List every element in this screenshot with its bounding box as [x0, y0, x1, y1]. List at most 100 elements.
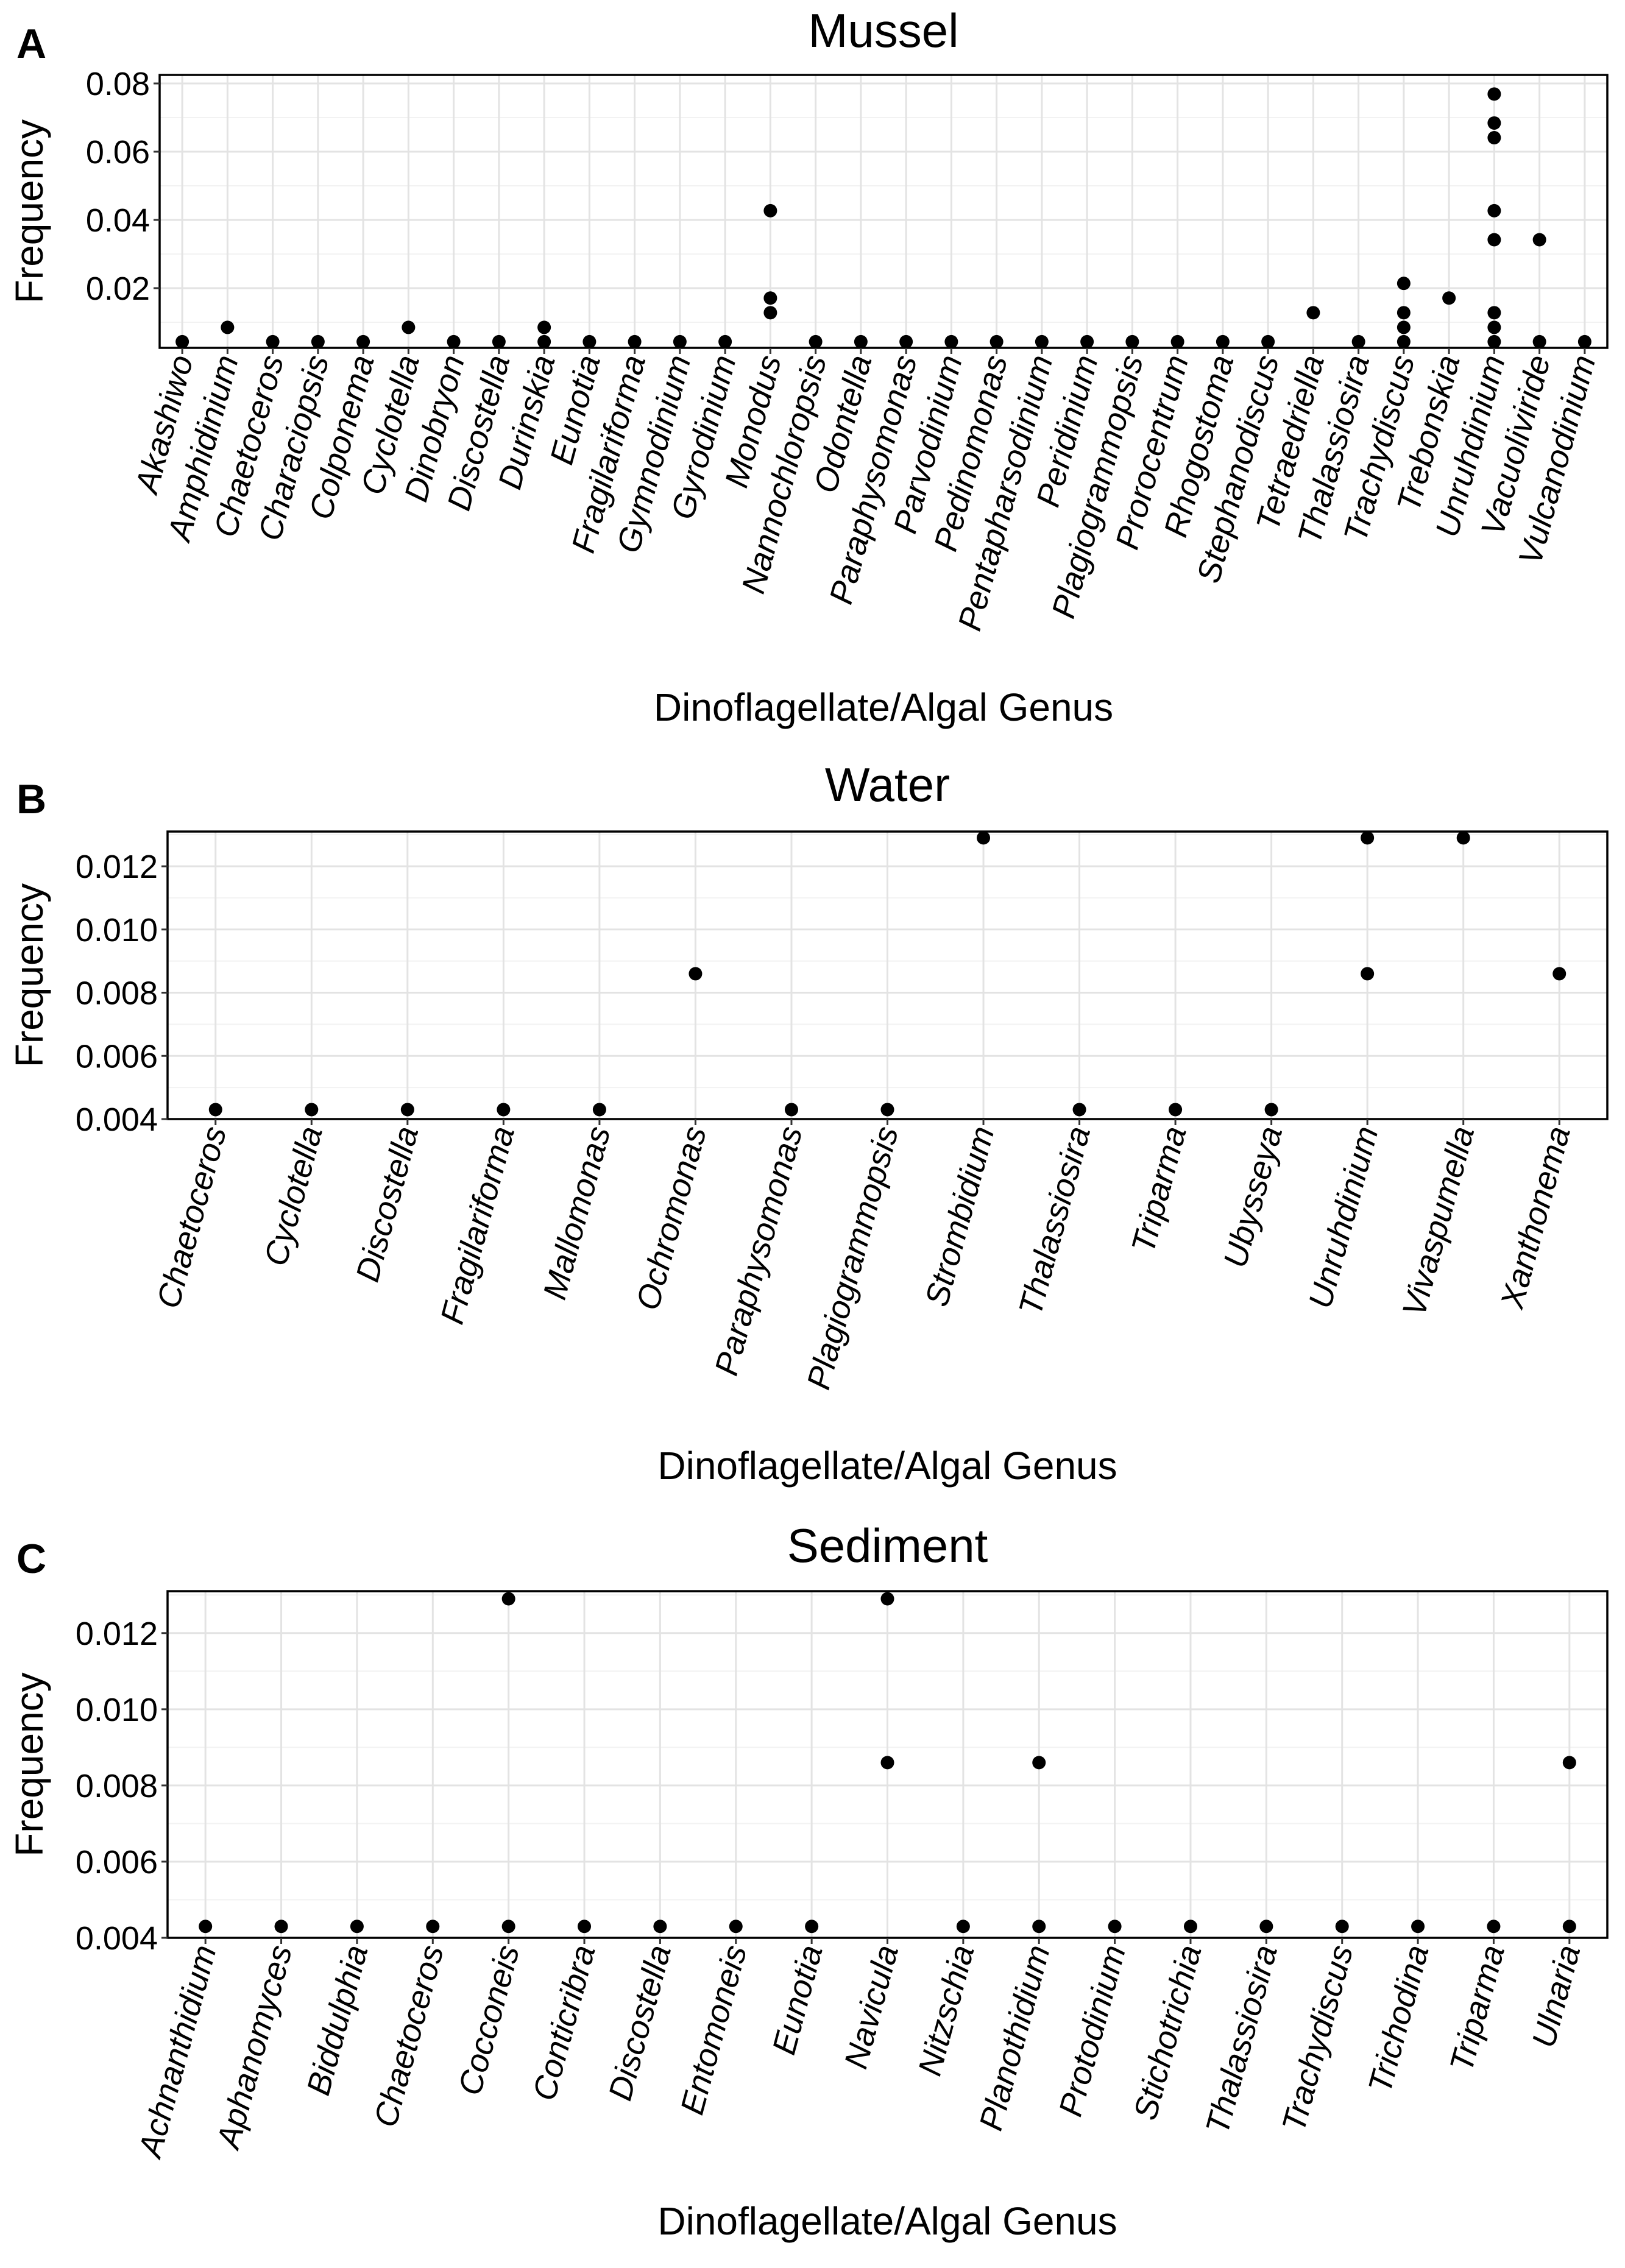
data-point — [1442, 291, 1456, 305]
y-tick-label: 0.012 — [76, 849, 158, 885]
data-point — [899, 334, 913, 348]
data-point — [805, 1920, 819, 1934]
data-point — [1487, 320, 1501, 334]
data-point — [492, 334, 506, 348]
y-axis-title: Frequency — [7, 883, 51, 1067]
data-point — [402, 320, 416, 334]
y-tick-label: 0.004 — [76, 1920, 158, 1957]
data-point — [763, 306, 777, 320]
data-point — [1361, 967, 1375, 981]
data-point — [763, 203, 777, 217]
panel-letter: A — [16, 21, 46, 67]
data-point — [1170, 334, 1184, 348]
data-point — [1351, 334, 1365, 348]
y-tick-label: 0.006 — [76, 1038, 158, 1075]
data-point — [582, 334, 597, 348]
y-tick-label: 0.008 — [76, 1768, 158, 1804]
plot-frame — [158, 74, 1609, 349]
panel-letter: B — [16, 776, 46, 822]
data-point — [447, 334, 461, 348]
data-point — [854, 334, 868, 348]
data-point — [356, 334, 370, 348]
y-tick-label: 0.06 — [86, 134, 150, 171]
data-point — [628, 334, 642, 348]
y-tick-label: 0.010 — [76, 1692, 158, 1728]
data-point — [266, 334, 280, 348]
data-point — [1532, 233, 1546, 247]
data-point — [1335, 1920, 1349, 1934]
data-point — [1487, 203, 1501, 217]
data-point — [944, 334, 958, 348]
data-point — [1562, 1920, 1576, 1934]
data-point — [990, 334, 1004, 348]
data-point — [1397, 306, 1411, 320]
data-point — [1487, 306, 1501, 320]
data-point — [1577, 334, 1591, 348]
panel-letter: C — [16, 1536, 46, 1582]
data-point — [208, 1103, 222, 1117]
data-point — [729, 1920, 743, 1934]
data-point — [1361, 831, 1375, 845]
data-point — [1487, 233, 1501, 247]
data-point — [977, 831, 991, 845]
x-axis-title: Dinoflagellate/Algal Genus — [657, 1444, 1117, 1488]
data-point — [501, 1920, 515, 1934]
y-tick-label: 0.08 — [86, 66, 150, 102]
data-point — [689, 967, 703, 981]
data-point — [880, 1592, 894, 1606]
data-point — [784, 1103, 798, 1117]
panel-title: Water — [825, 758, 950, 811]
data-point — [1261, 334, 1275, 348]
data-point — [880, 1103, 894, 1117]
data-point — [763, 291, 777, 305]
plot-background — [160, 75, 1607, 348]
data-point — [1552, 967, 1567, 981]
data-point — [1264, 1103, 1278, 1117]
data-point — [1306, 306, 1320, 320]
y-axis-title: Frequency — [7, 119, 51, 303]
data-point — [199, 1920, 213, 1934]
data-point — [175, 334, 189, 348]
data-point — [1456, 831, 1470, 845]
data-point — [1032, 1756, 1046, 1770]
data-point — [1259, 1920, 1273, 1934]
data-point — [311, 334, 325, 348]
data-point — [1397, 277, 1411, 291]
data-point — [809, 334, 823, 348]
y-axis-title: Frequency — [7, 1672, 51, 1856]
data-point — [537, 334, 551, 348]
y-tick-label: 0.04 — [86, 202, 150, 239]
data-point — [274, 1920, 288, 1934]
y-tick-label: 0.008 — [76, 975, 158, 1012]
panel-title: Sediment — [787, 1519, 988, 1572]
data-point — [1108, 1920, 1122, 1934]
data-point — [956, 1920, 970, 1934]
x-axis-title: Dinoflagellate/Algal Genus — [657, 2199, 1117, 2243]
x-axis-title: Dinoflagellate/Algal Genus — [654, 685, 1113, 729]
panel-a: 0.020.040.060.08AkashiwoAmphidiniumChaet… — [7, 4, 1609, 729]
data-point — [221, 320, 235, 334]
data-point — [497, 1103, 511, 1117]
data-point — [1532, 334, 1546, 348]
data-point — [400, 1103, 414, 1117]
y-tick-label: 0.02 — [86, 270, 150, 307]
data-point — [501, 1592, 515, 1606]
data-point — [578, 1920, 592, 1934]
data-point — [1487, 131, 1501, 145]
data-point — [1035, 334, 1049, 348]
data-point — [1125, 334, 1139, 348]
data-point — [1397, 320, 1411, 334]
data-point — [305, 1103, 319, 1117]
data-point — [1487, 87, 1501, 101]
data-point — [1562, 1756, 1576, 1770]
panel-title: Mussel — [808, 4, 958, 57]
data-point — [1216, 334, 1230, 348]
data-point — [718, 334, 732, 348]
data-point — [880, 1756, 894, 1770]
data-point — [1183, 1920, 1197, 1934]
y-tick-label: 0.006 — [76, 1844, 158, 1881]
data-point — [537, 320, 551, 334]
data-point — [1411, 1920, 1425, 1934]
data-point — [1072, 1103, 1086, 1117]
